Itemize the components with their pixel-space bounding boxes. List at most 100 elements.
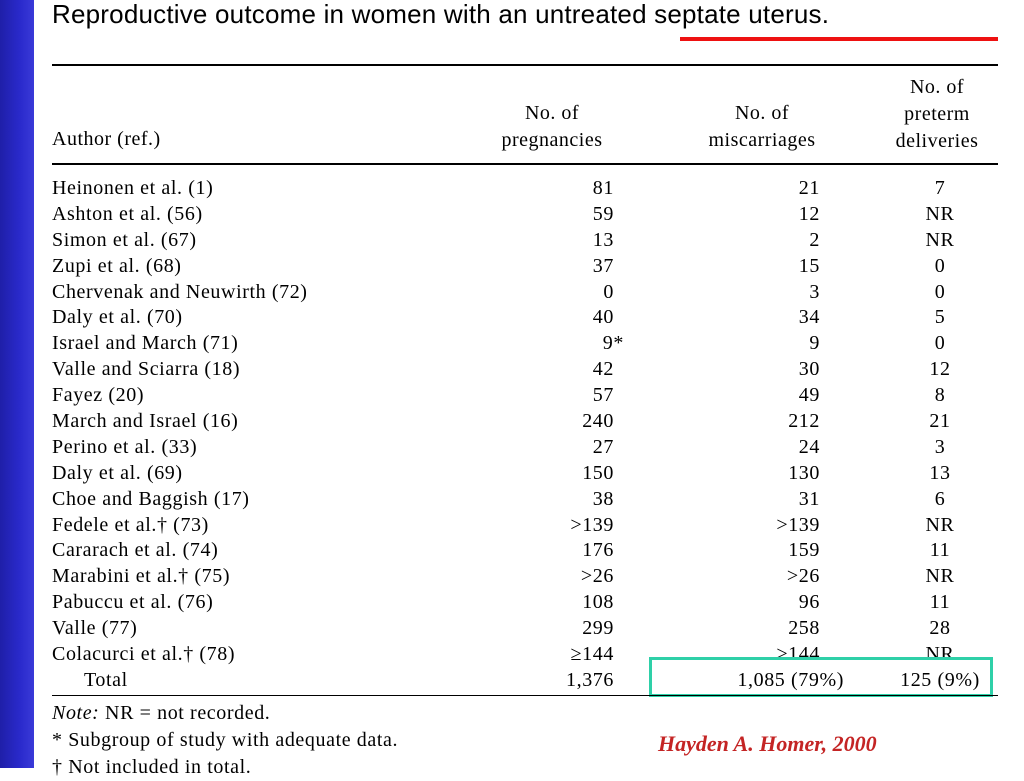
cell-pregnancies: 40	[592, 306, 614, 329]
table-row: Ashton et al. (56) 59 12 NR	[52, 202, 998, 228]
cell-author: Israel and March (71)	[52, 332, 239, 355]
cell-total-pregnancies: 1,376	[566, 668, 614, 691]
header-pregnancies-line1: No. of	[524, 102, 580, 124]
cell-author: Valle (77)	[52, 617, 138, 640]
cell-author: Daly et al. (70)	[52, 306, 183, 329]
header-preterm-line1: No. of	[909, 76, 965, 98]
cell-total-label: Total	[84, 668, 128, 691]
citation: Hayden A. Homer, 2000	[658, 731, 877, 756]
cell-miscarriages: >26	[786, 565, 820, 588]
cell-preterm: 5	[934, 306, 946, 329]
cell-author: Colacurci et al.† (78)	[52, 643, 236, 666]
cell-preterm: 11	[929, 591, 951, 614]
cell-author: Ashton et al. (56)	[52, 202, 203, 225]
cell-miscarriages: >139	[776, 513, 820, 536]
table-row: Israel and March (71) 9* 9 0	[52, 331, 998, 357]
cell-pregnancies: 57	[592, 384, 614, 407]
header-miscarriages: No. of miscarriages	[682, 100, 842, 154]
cell-pregnancies: ≥144	[570, 643, 614, 666]
cell-pregnancies: >26	[580, 565, 614, 588]
cell-preterm: 21	[929, 410, 951, 433]
cell-preterm: 11	[929, 539, 951, 562]
cell-preterm: 7	[934, 177, 946, 199]
cell-miscarriages: 2	[809, 228, 820, 251]
cell-author: Fayez (20)	[52, 384, 145, 407]
table-row: Chervenak and Neuwirth (72) 0 3 0	[52, 280, 998, 306]
cell-miscarriages: 159	[788, 539, 820, 562]
cell-pregnancies: 59	[592, 202, 614, 225]
note-label: Note:	[52, 702, 100, 724]
note-nr: Note: NR = not recorded.	[52, 700, 652, 727]
cell-author: March and Israel (16)	[52, 410, 239, 433]
table-row: Marabini et al.† (75) >26 >26 NR	[52, 564, 998, 590]
header-author: Author (ref.)	[52, 128, 161, 150]
table-top-rule	[52, 64, 998, 66]
table-bottom-rule	[52, 695, 998, 696]
header-miscarriages-line2: miscarriages	[708, 129, 816, 151]
cell-preterm: 28	[929, 617, 951, 640]
cell-preterm: 6	[934, 487, 946, 510]
cell-miscarriages: 30	[798, 358, 820, 381]
header-preterm-line2: preterm	[904, 103, 970, 125]
slide: Reproductive outcome in women with an un…	[34, 0, 1024, 778]
cell-author: Chervenak and Neuwirth (72)	[52, 280, 308, 303]
table-row: Choe and Baggish (17) 38 31 6	[52, 487, 998, 513]
cell-pregnancies: 176	[582, 539, 614, 562]
cell-pregnancies: 108	[582, 591, 614, 614]
cell-miscarriages: 34	[798, 306, 820, 329]
cell-pregnancies: 150	[582, 461, 614, 484]
cell-miscarriages: 49	[798, 384, 820, 407]
header-pregnancies: No. of pregnancies	[472, 100, 632, 154]
cell-pregnancies: 0	[603, 280, 614, 303]
table-header-rule	[52, 163, 998, 165]
header-preterm: No. of preterm deliveries	[870, 74, 1004, 155]
cell-preterm: NR	[925, 565, 955, 588]
table-row: Pabuccu et al. (76) 108 96 11	[52, 590, 998, 616]
cell-miscarriages: 258	[788, 617, 820, 640]
cell-pregnancies: 81	[592, 177, 614, 199]
cell-preterm: 0	[934, 254, 946, 277]
cell-preterm: NR	[925, 513, 955, 536]
left-blue-bar	[0, 0, 34, 768]
table-body: Heinonen et al. (1) 81 21 7 Ashton et al. (…	[52, 176, 998, 694]
cell-author: Choe and Baggish (17)	[52, 487, 250, 510]
cell-miscarriages: 12	[798, 202, 820, 225]
cell-preterm: 0	[934, 332, 946, 355]
cell-miscarriages: 24	[798, 435, 820, 458]
table-row: March and Israel (16) 240 212 21	[52, 409, 998, 435]
cell-author: Pabuccu et al. (76)	[52, 591, 214, 614]
table-row: Valle and Sciarra (18) 42 30 12	[52, 357, 998, 383]
cell-miscarriages: 9	[809, 332, 820, 355]
cell-author: Perino et al. (33)	[52, 435, 198, 458]
slide-title: Reproductive outcome in women with an un…	[52, 0, 830, 29]
cell-miscarriages: 212	[788, 410, 820, 433]
cell-miscarriages: 96	[798, 591, 820, 614]
cell-preterm: 8	[934, 384, 946, 407]
cell-pregnancies: 13	[592, 228, 614, 251]
cell-total-preterm: 125 (9%)	[900, 668, 980, 691]
header-pregnancies-line2: pregnancies	[501, 129, 603, 151]
table-notes: Note: NR = not recorded. * Subgroup of s…	[52, 700, 652, 781]
cell-total-miscarriages: 1,085 (79%)	[737, 668, 844, 691]
note-text: NR = not recorded.	[99, 702, 271, 724]
table-row: Daly et al. (69) 150 130 13	[52, 461, 998, 487]
cell-preterm: 13	[929, 461, 951, 484]
table-row: Simon et al. (67) 13 2 NR	[52, 228, 998, 254]
cell-preterm: NR	[925, 202, 955, 225]
table-row: Daly et al. (70) 40 34 5	[52, 305, 998, 331]
total-highlight-box	[649, 657, 993, 697]
table-row: Valle (77) 299 258 28	[52, 616, 998, 642]
table-row-total: Total 1,376 1,085 (79%) 125 (9%)	[52, 668, 998, 694]
title-underline-accent	[680, 37, 998, 41]
note-asterisk: * Subgroup of study with adequate data.	[52, 729, 399, 751]
cell-preterm: NR	[925, 228, 955, 251]
header-preterm-line3: deliveries	[895, 130, 979, 152]
cell-miscarriages: 15	[798, 254, 820, 277]
header-miscarriages-line1: No. of	[734, 102, 790, 124]
table-row: Heinonen et al. (1) 81 21 7	[52, 176, 998, 202]
cell-pregnancies: 42	[592, 358, 614, 381]
cell-author: Cararach et al. (74)	[52, 539, 219, 562]
cell-preterm: 12	[929, 358, 951, 381]
cell-author: Simon et al. (67)	[52, 228, 197, 251]
cell-preterm: 0	[934, 280, 946, 303]
